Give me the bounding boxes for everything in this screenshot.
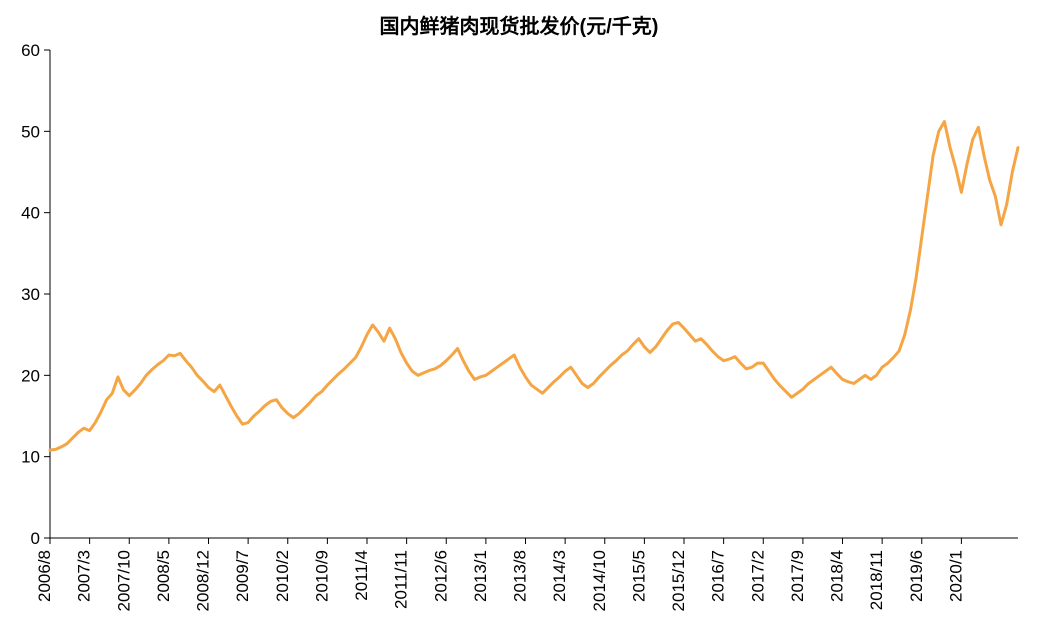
x-tick-label: 2012/6 <box>431 550 450 602</box>
x-tick-label: 2008/12 <box>194 550 213 611</box>
x-tick-label: 2008/5 <box>154 550 173 602</box>
y-tick-label: 10 <box>21 448 40 467</box>
y-tick-label: 50 <box>21 122 40 141</box>
x-tick-label: 2017/9 <box>788 550 807 602</box>
x-tick-label: 2009/7 <box>233 550 252 602</box>
y-tick-label: 20 <box>21 366 40 385</box>
x-tick-label: 2015/5 <box>629 550 648 602</box>
x-tick-label: 2011/11 <box>392 550 411 609</box>
x-tick-label: 2011/4 <box>352 550 371 601</box>
x-tick-label: 2019/6 <box>907 550 926 602</box>
x-tick-label: 2018/4 <box>828 550 847 602</box>
y-tick-label: 30 <box>21 285 40 304</box>
x-tick-label: 2006/8 <box>35 550 54 602</box>
y-tick-label: 60 <box>21 41 40 60</box>
price-line <box>50 122 1018 451</box>
x-tick-label: 2020/1 <box>946 550 965 602</box>
x-tick-label: 2017/2 <box>748 550 767 602</box>
x-tick-label: 2018/11 <box>867 550 886 610</box>
x-tick-label: 2013/8 <box>511 550 530 602</box>
x-tick-label: 2007/10 <box>114 550 133 611</box>
y-tick-label: 40 <box>21 204 40 223</box>
x-tick-label: 2016/7 <box>709 550 728 602</box>
chart-svg: 0 10 20 30 40 50 60 2006/8 2007/3 2007/10 2008/5 20… <box>0 0 1038 628</box>
x-tick-label: 2014/10 <box>590 550 609 611</box>
x-tick-label: 2007/3 <box>75 550 94 602</box>
x-tick-label: 2013/1 <box>471 550 490 602</box>
x-tick-label: 2010/2 <box>273 550 292 602</box>
x-tick-label: 2015/12 <box>669 550 688 611</box>
x-tick-label: 2014/3 <box>550 550 569 602</box>
y-tick-label: 0 <box>31 529 40 548</box>
x-tick-label: 2010/9 <box>312 550 331 602</box>
chart-container: 国内鲜猪肉现货批发价(元/千克) 01020304050602006/82007… <box>0 0 1038 628</box>
